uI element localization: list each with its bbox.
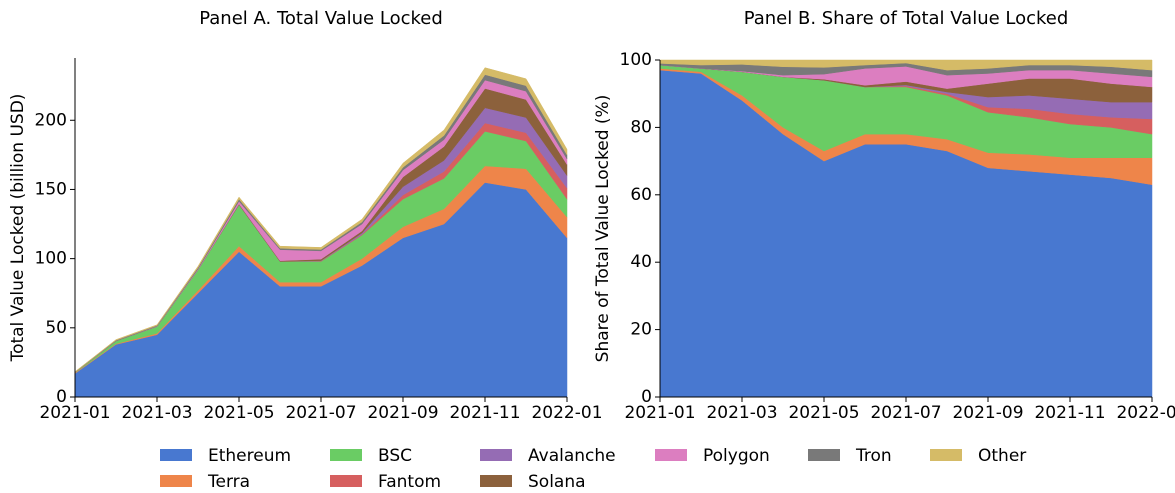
legend-label: Fantom [378,472,441,492]
x-tick-label: 2021-07 [285,403,356,423]
legend-swatch [930,449,962,461]
y-tick-label: 200 [35,110,67,130]
x-tick-label: 2021-07 [870,403,941,423]
x-tick-label: 2021-09 [952,403,1023,423]
legend-swatch [160,475,192,487]
y-tick-label: 100 [620,50,652,70]
legend-swatch [655,449,687,461]
legend-swatch [160,449,192,461]
legend-swatch [330,449,362,461]
x-tick-label: 2021-01 [39,403,110,423]
x-tick-label: 2021-03 [706,403,777,423]
area [659,59,1153,71]
y-tick-label: 50 [45,318,67,338]
y-tick-label: 0 [56,387,67,407]
y-tick-label: 40 [630,252,652,272]
legend-swatch [808,449,840,461]
x-tick-label: 2021-01 [624,403,695,423]
x-tick-label: 2022-01 [531,403,602,423]
legend-label: Polygon [703,446,770,466]
legend-swatch [480,475,512,487]
y-tick-label: 100 [35,249,67,269]
legend-label: Other [978,446,1026,466]
legend-label: Tron [855,446,892,466]
x-tick-label: 2021-05 [788,403,859,423]
x-tick-label: 2021-09 [367,403,438,423]
area [74,182,568,398]
legend-label: Solana [528,472,586,492]
y-tick-label: 60 [630,185,652,205]
panel: Panel A. Total Value Locked 0 50 100 150 200 2… [8,8,603,423]
area [74,67,568,373]
y-tick-label: 80 [630,117,652,137]
x-tick-label: 2021-03 [121,403,192,423]
legend-label: Avalanche [528,446,616,466]
legend-label: Ethereum [208,446,291,466]
legend-swatch [480,449,512,461]
legend-label: BSC [378,446,412,466]
panel: Panel B. Share of Total Value Locked 0 20 4… [593,8,1175,423]
panel-title: Panel A. Total Value Locked [199,8,443,29]
y-axis-label: Total Value Locked (billion USD) [8,94,28,363]
y-tick-label: 20 [630,320,652,340]
x-tick-label: 2021-11 [449,403,520,423]
y-axis-label: Share of Total Value Locked (%) [593,95,613,363]
y-tick-label: 0 [641,387,652,407]
legend-swatch [330,475,362,487]
x-tick-label: 2021-05 [203,403,274,423]
y-tick-label: 150 [35,179,67,199]
x-tick-label: 2021-11 [1034,403,1105,423]
panel-title: Panel B. Share of Total Value Locked [744,8,1069,29]
legend-label: Terra [207,472,250,492]
x-tick-label: 2022-01 [1116,403,1175,423]
